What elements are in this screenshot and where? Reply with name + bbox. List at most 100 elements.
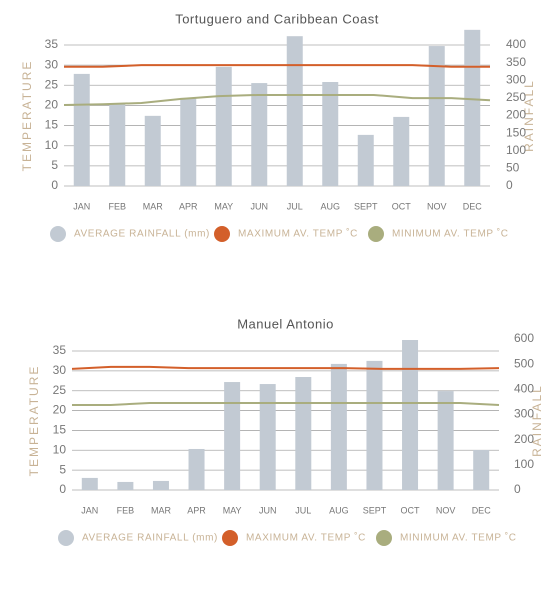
x-tick-label: AUG — [329, 505, 349, 515]
legend-label: MAXIMUM AV. TEMP ˚C — [246, 532, 366, 544]
y2-tick-label: 300 — [514, 407, 534, 421]
y-tick-label: 20 — [53, 403, 67, 417]
y-tick-label: 35 — [45, 37, 59, 51]
y2-tick-label: 500 — [514, 356, 534, 370]
y2-tick-label: 100 — [514, 457, 534, 471]
x-tick-label: SEPT — [363, 505, 387, 515]
y2-tick-label: 50 — [506, 161, 520, 175]
x-tick-label: JAN — [81, 505, 98, 515]
x-tick-label: FEB — [117, 505, 135, 515]
y2-tick-label: 200 — [514, 432, 534, 446]
legend-swatch — [58, 530, 74, 546]
rain-bar — [322, 82, 339, 186]
y-tick-label: 25 — [45, 77, 59, 91]
y-tick-label: 0 — [51, 178, 58, 192]
x-tick-label: JAN — [73, 201, 90, 211]
rain-bar — [402, 340, 419, 490]
y2-tick-label: 350 — [506, 55, 526, 69]
x-tick-label: NOV — [427, 201, 447, 211]
y2-tick-label: 150 — [506, 125, 526, 139]
y2-tick-label: 0 — [506, 178, 513, 192]
temp-line — [72, 402, 500, 407]
rain-bar — [251, 83, 268, 186]
rain-bar — [259, 384, 276, 490]
x-tick-label: NOV — [436, 505, 456, 515]
y-axis-label: TEMPERATURE — [27, 365, 41, 477]
legend-label: MAXIMUM AV. TEMP ˚C — [238, 228, 358, 240]
y2-axis-label: RAINFALL — [522, 79, 536, 152]
legend-swatch — [376, 530, 392, 546]
y-tick-label: 0 — [59, 482, 66, 496]
y-tick-label: 35 — [53, 343, 67, 357]
y-tick-label: 15 — [53, 423, 67, 437]
x-tick-label: JUN — [259, 505, 277, 515]
rain-bar — [366, 360, 383, 490]
y-tick-label: 5 — [59, 462, 66, 476]
x-tick-label: MAY — [214, 201, 233, 211]
y2-tick-label: 100 — [506, 143, 526, 157]
x-tick-label: JUL — [295, 505, 311, 515]
rain-bar — [180, 97, 197, 186]
rain-bar — [295, 377, 312, 490]
rain-bar — [357, 134, 374, 186]
rain-bar — [393, 116, 410, 186]
y-axis-label: TEMPERATURE — [20, 60, 34, 172]
rain-bar — [437, 391, 454, 490]
rain-bar — [464, 29, 481, 187]
y2-tick-label: 600 — [514, 331, 534, 345]
x-tick-label: SEPT — [354, 201, 378, 211]
y-tick-label: 30 — [53, 363, 67, 377]
x-tick-label: DEC — [463, 201, 483, 211]
y-tick-label: 30 — [45, 57, 59, 71]
legend-swatch — [222, 530, 238, 546]
rain-bar — [224, 382, 241, 490]
rain-bar — [188, 448, 205, 490]
legend-swatch — [368, 226, 384, 242]
rain-bar — [473, 449, 490, 490]
rain-bar — [73, 73, 90, 186]
legend-swatch — [214, 226, 230, 242]
temp-line — [64, 64, 490, 68]
y-tick-label: 25 — [53, 383, 67, 397]
rain-bar — [286, 36, 303, 186]
legend-label: MINIMUM AV. TEMP ˚C — [392, 228, 509, 240]
legend-label: AVERAGE RAINFALL (mm) — [74, 229, 210, 240]
legend-label: MINIMUM AV. TEMP ˚C — [400, 532, 517, 544]
x-tick-label: JUL — [287, 201, 303, 211]
legend-label: AVERAGE RAINFALL (mm) — [82, 533, 218, 544]
rain-bar — [109, 103, 126, 186]
y-tick-label: 20 — [45, 98, 59, 112]
x-tick-label: AUG — [320, 201, 340, 211]
rain-bar — [81, 477, 98, 490]
rain-bar — [152, 480, 169, 490]
x-tick-label: OCT — [392, 201, 412, 211]
rain-bar — [330, 363, 347, 490]
y2-tick-label: 400 — [506, 37, 526, 51]
rain-bar — [215, 66, 232, 186]
legend-swatch — [50, 226, 66, 242]
y2-tick-label: 400 — [514, 382, 534, 396]
x-tick-label: OCT — [401, 505, 421, 515]
y-tick-label: 10 — [53, 442, 67, 456]
temp-line — [71, 365, 500, 370]
rain-bar — [144, 115, 161, 186]
y-tick-label: 5 — [51, 158, 58, 172]
y2-tick-label: 0 — [514, 482, 521, 496]
y2-tick-label: 300 — [506, 72, 526, 86]
y2-tick-label: 250 — [506, 90, 526, 104]
y2-tick-label: 200 — [506, 108, 526, 122]
x-tick-label: MAR — [151, 505, 172, 515]
x-tick-label: APR — [179, 201, 198, 211]
x-tick-label: FEB — [108, 201, 126, 211]
x-tick-label: MAY — [223, 505, 242, 515]
x-tick-label: APR — [187, 505, 206, 515]
y-tick-label: 10 — [45, 138, 59, 152]
y2-axis-label: RAINFALL — [530, 384, 544, 457]
chart-title: Manuel Antonio — [237, 316, 334, 331]
x-tick-label: DEC — [472, 505, 492, 515]
rain-bar — [117, 481, 134, 490]
rain-bar — [428, 46, 445, 187]
chart-title: Tortuguero and Caribbean Coast — [175, 11, 379, 26]
x-tick-label: JUN — [251, 201, 269, 211]
